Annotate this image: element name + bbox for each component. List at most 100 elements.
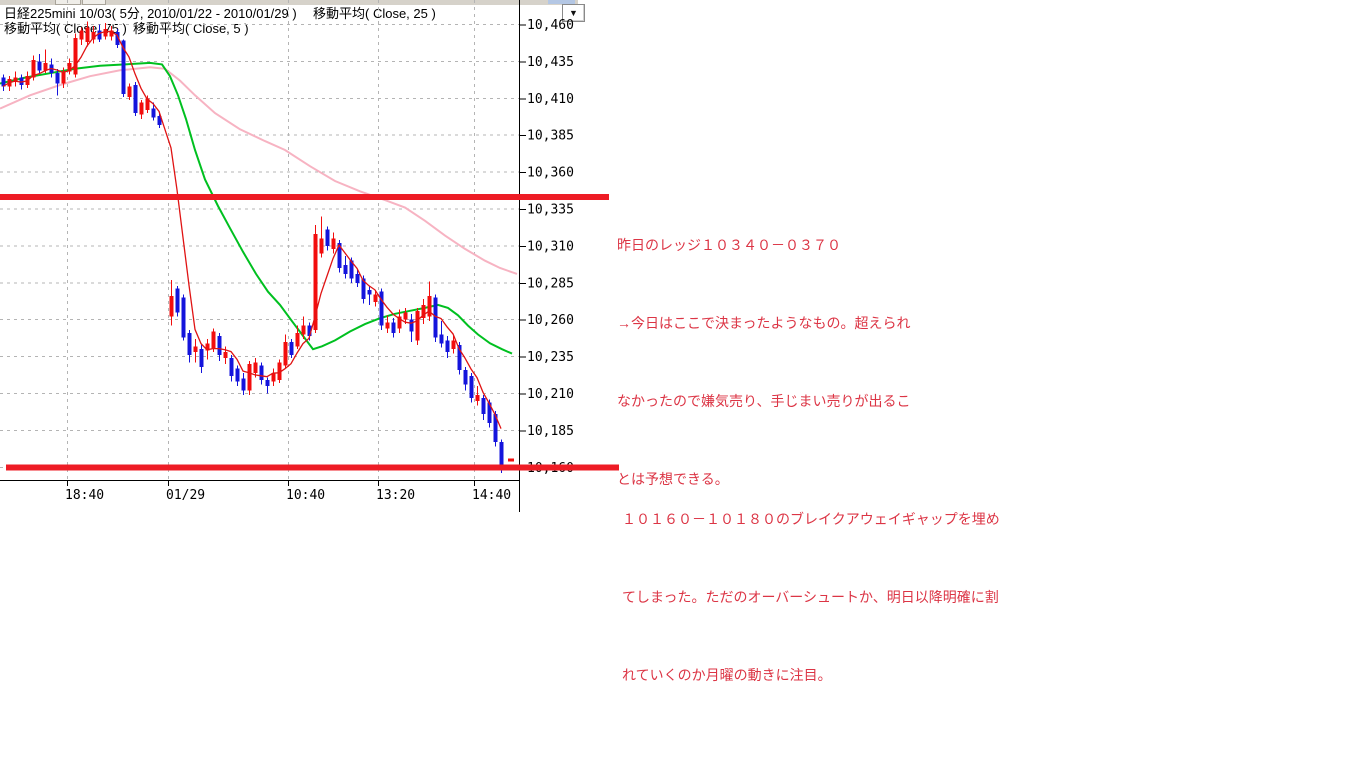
candle-body — [409, 319, 414, 332]
candle-body — [481, 397, 486, 415]
candle-body — [361, 278, 366, 300]
candle-body — [109, 30, 114, 37]
candle-body — [475, 394, 480, 401]
x-axis-label: 14:40 — [472, 488, 511, 503]
candle-body — [433, 297, 438, 338]
candle-body — [391, 322, 396, 333]
candle-body — [247, 363, 252, 391]
candlestick-chart: 10,460 10,435 10,410 10,385 10,360 10,335 10,3… — [0, 0, 619, 512]
candle-body — [289, 341, 294, 356]
candle-body — [79, 30, 84, 40]
candle-body — [199, 349, 204, 367]
toolbar-tab-remnant — [548, 0, 575, 4]
candle-body — [145, 98, 150, 111]
annotation-line: １０１６０－１０１８０のブレイクアウェイギャップを埋め — [622, 511, 1000, 527]
candle-body — [259, 365, 264, 381]
candle-body — [205, 343, 210, 351]
candle-body — [151, 108, 156, 118]
y-axis-label: 10,310 — [527, 239, 574, 254]
candle-body — [283, 341, 288, 366]
candle-body — [67, 62, 72, 72]
y-axis-label: 10,210 — [527, 387, 574, 402]
candle-body — [127, 86, 132, 97]
chevron-down-icon: ▼ — [569, 8, 578, 18]
candle-body — [331, 238, 336, 249]
ma25-line — [0, 61, 513, 355]
candle-body — [349, 260, 354, 279]
candle-body — [121, 40, 126, 94]
candle-body — [487, 402, 492, 424]
annotation-top: 昨日のレッジ１０３４０－０３７０ →今日はここで決まったようなもの。超えられ な… — [617, 180, 910, 518]
annotation-line: なかったので嫌気売り、手じまい売りが出るこ — [617, 393, 911, 409]
candle-body — [313, 234, 318, 331]
candle-body — [319, 238, 324, 254]
y-axis-label: 10,235 — [527, 350, 574, 365]
y-axis-label: 10,335 — [527, 203, 574, 218]
annotation-bottom: １０１６０－１０１８０のブレイクアウェイギャップを埋め てしまった。ただのオーバ… — [622, 454, 1000, 714]
candle-body — [19, 77, 24, 86]
candle-body — [421, 304, 426, 319]
ma75-line — [0, 66, 518, 275]
candle-body — [277, 362, 282, 381]
candle-body — [253, 362, 258, 373]
candle-body — [379, 291, 384, 326]
candle-body — [373, 294, 378, 302]
support-resistance-line — [6, 464, 619, 471]
candle-body — [115, 31, 120, 46]
candle-body — [397, 316, 402, 329]
candle-body — [133, 85, 138, 114]
candle-body — [295, 332, 300, 347]
candle-body — [211, 331, 216, 350]
annotation-line: てしまった。ただのオーバーシュートか、明日以降明確に割 — [622, 589, 999, 605]
candle-body — [223, 352, 228, 359]
candle-body — [181, 297, 186, 338]
candle-body — [493, 414, 498, 443]
candle-body — [217, 335, 222, 356]
y-axis-label: 10,260 — [527, 313, 574, 328]
candle-body — [439, 334, 444, 344]
annotation-line: 昨日のレッジ１０３４０－０３７０ — [617, 237, 841, 253]
annotation-line: れていくのか月曜の動きに注目。 — [622, 667, 832, 683]
last-price-marker — [508, 458, 514, 462]
chart-title: 日経225mini 10/03( 5分, 2010/01/22 - 2010/0… — [4, 6, 297, 21]
candle-body — [301, 325, 306, 335]
candle-body — [229, 358, 234, 376]
candle-body — [97, 30, 102, 40]
candle-body — [499, 442, 504, 469]
candle-body — [169, 296, 174, 317]
candle-body — [415, 310, 420, 341]
y-axis-label: 10,410 — [527, 92, 574, 107]
candle-body — [355, 273, 360, 283]
x-axis-label: 13:20 — [376, 488, 415, 503]
candle-body — [193, 346, 198, 353]
y-axis-label: 10,285 — [527, 276, 574, 291]
candle-body — [343, 265, 348, 274]
candle-body — [463, 369, 468, 385]
dropdown-button[interactable]: ▼ — [562, 4, 585, 22]
toolbar-button-remnant — [82, 0, 106, 5]
y-axis-label: 10,385 — [527, 129, 574, 144]
candle-body — [55, 73, 60, 84]
candle-body — [61, 71, 66, 84]
candle-body — [271, 372, 276, 382]
candle-body — [85, 27, 90, 43]
candle-body — [445, 340, 450, 353]
candle-body — [457, 344, 462, 370]
candle-body — [367, 290, 372, 295]
annotation-line: とは予想できる。 — [617, 471, 729, 487]
candle-body — [307, 325, 312, 336]
candle-body — [241, 378, 246, 391]
candle-body — [265, 380, 270, 387]
candle-body — [91, 31, 96, 40]
ma5-line — [2, 30, 502, 429]
x-axis-label: 10:40 — [286, 488, 325, 503]
candle-body — [139, 102, 144, 115]
candle-body — [451, 340, 456, 350]
candle-body — [235, 368, 240, 382]
y-axis-label: 10,435 — [527, 55, 574, 70]
candle-body — [325, 229, 330, 246]
legend-ma25: 移動平均( Close, 25 ) — [313, 6, 436, 21]
candle-body — [31, 59, 36, 78]
candle-body — [73, 37, 78, 75]
